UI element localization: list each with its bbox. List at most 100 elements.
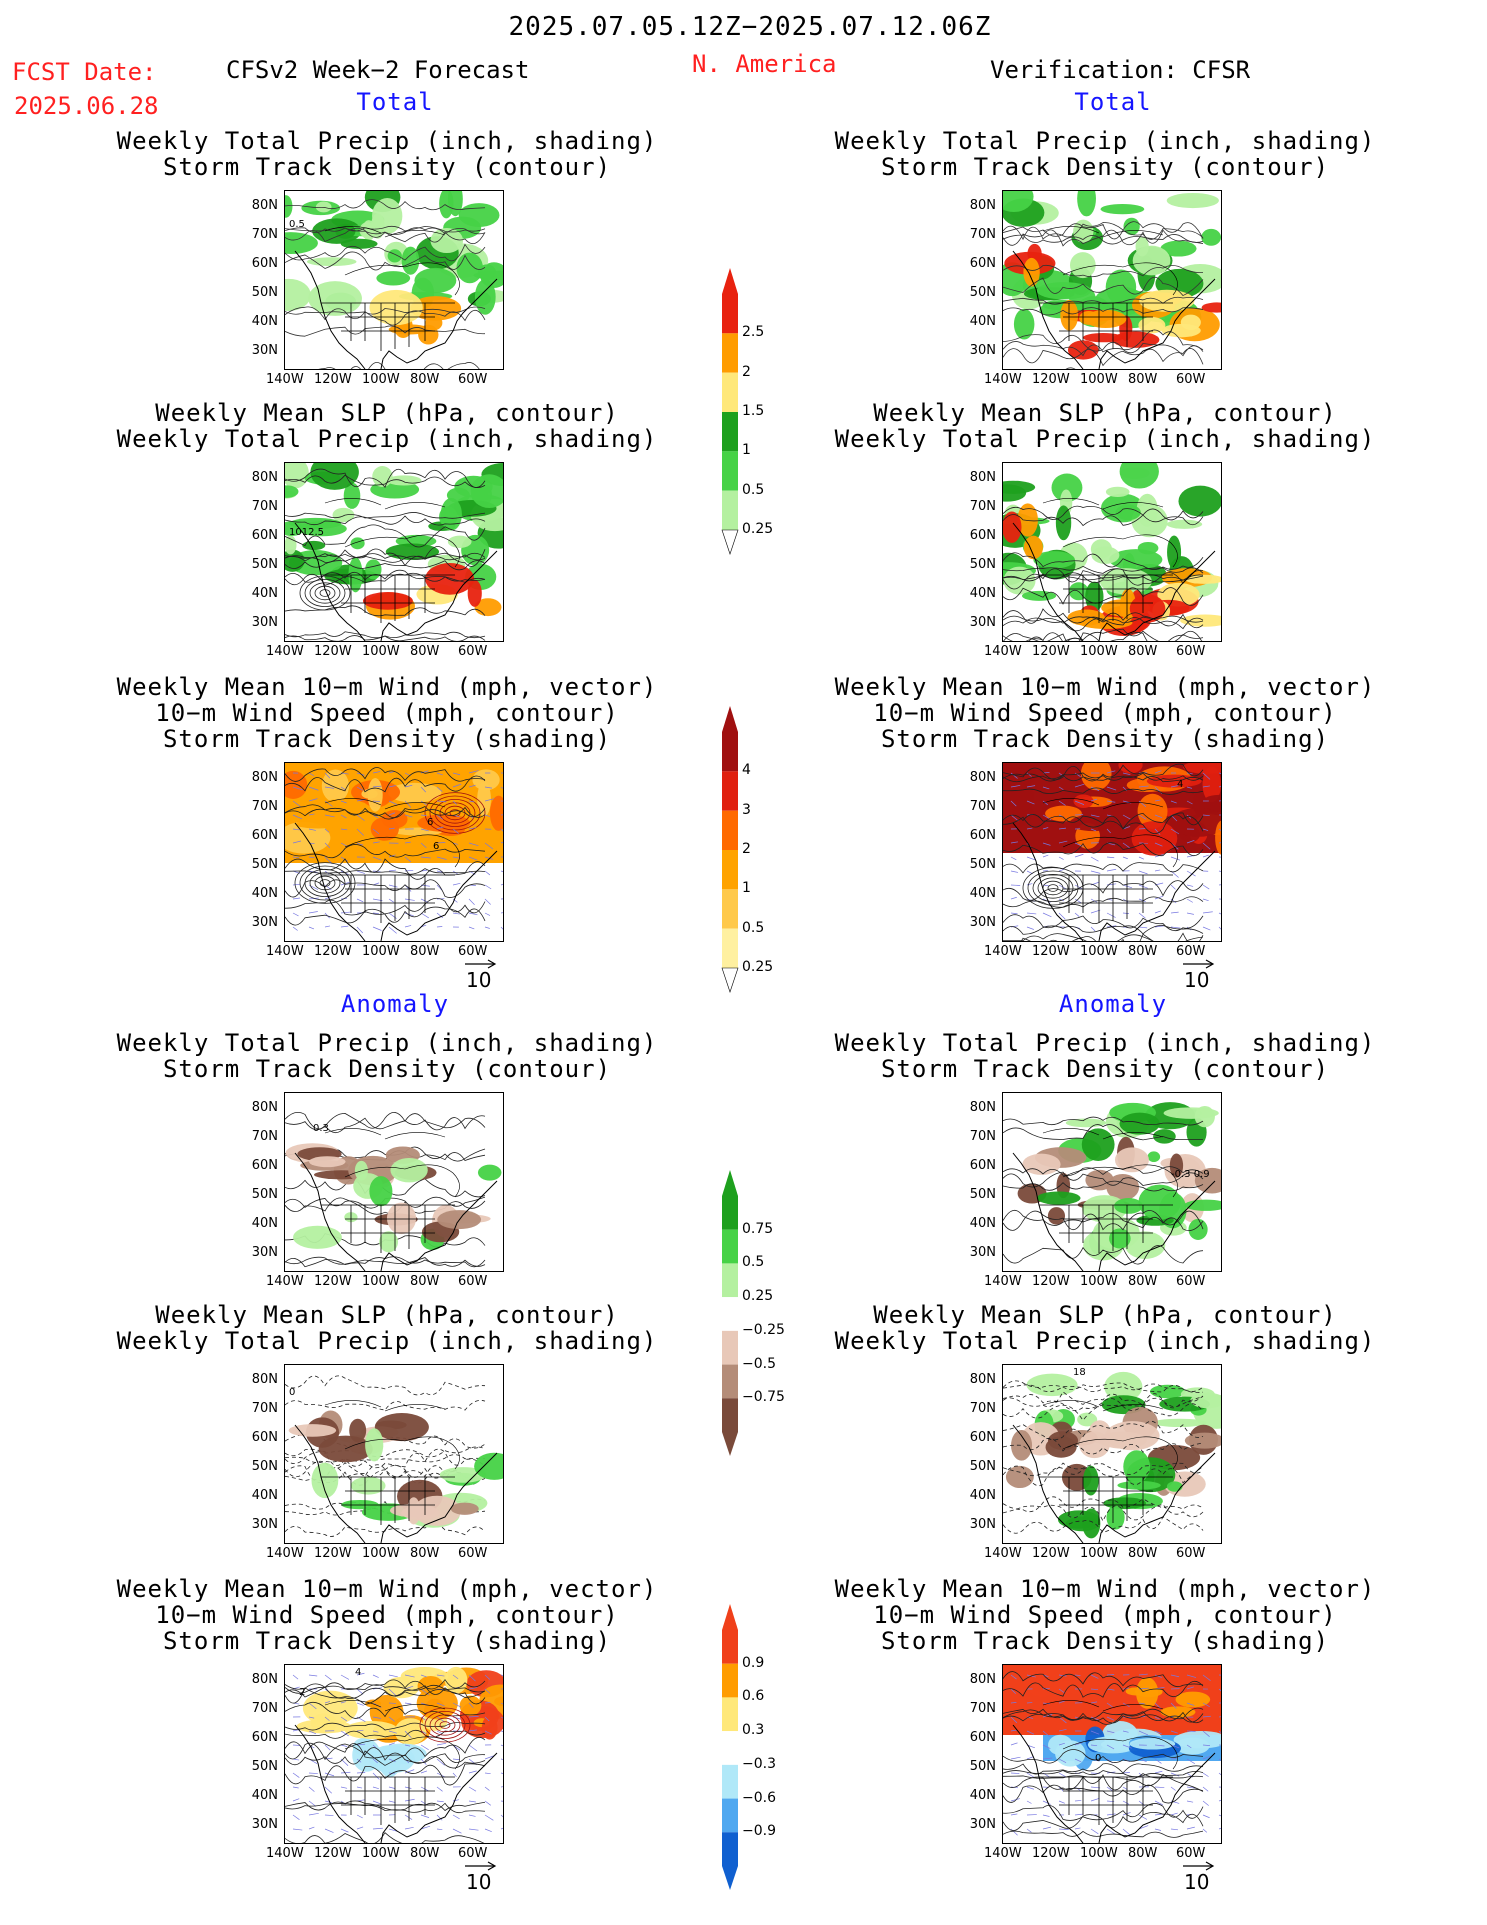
lon-tick-label: 60W: [1176, 644, 1206, 659]
lon-tick-label: 120W: [1032, 1274, 1070, 1289]
lat-tick-label: 80N: [969, 1372, 996, 1387]
colorbar-tick-label: 0.5: [742, 481, 765, 498]
title-p3-right-l3: Storm Track Density (shading): [880, 725, 1330, 753]
map-field: 0: [285, 1375, 503, 1543]
map-wind-track-verification: 4: [1002, 762, 1222, 942]
title-p3-right-l1: Weekly Mean 10−m Wind (mph, vector): [834, 673, 1376, 701]
colorbar-tick-label: 0.75: [742, 1220, 774, 1237]
svg-text:4: 4: [355, 1667, 361, 1678]
section-total-left: Total: [356, 88, 434, 116]
lat-tick-label: 80N: [969, 1100, 996, 1115]
section-anomaly-right: Anomaly: [1058, 990, 1168, 1018]
lon-tick-label: 100W: [1080, 644, 1118, 659]
vector-ref-p3-left: 10: [465, 959, 497, 992]
map-field: -0.3 0.9: [1003, 1102, 1221, 1271]
svg-text:-0.3 0.9: -0.3 0.9: [1171, 1169, 1210, 1180]
map-wind-track-anomaly-verification: 0: [1002, 1664, 1222, 1844]
lat-tick-label: 80N: [251, 1372, 278, 1387]
lat-tick-label: 40N: [251, 1488, 278, 1503]
colorbar-tick-label: −0.5: [742, 1355, 776, 1372]
lon-tick-label: 120W: [314, 1846, 352, 1861]
section-total-right: Total: [1074, 88, 1152, 116]
title-p3-right-l2: 10−m Wind Speed (mph, contour): [873, 699, 1337, 727]
date-range-title: 2025.07.05.12Z−2025.07.12.06Z: [508, 12, 992, 42]
lat-tick-label: 40N: [251, 586, 278, 601]
lat-tick-label: 30N: [969, 915, 996, 930]
lon-tick-label: 60W: [458, 372, 488, 387]
lat-tick-label: 60N: [251, 256, 278, 271]
lat-tick-label: 30N: [251, 1817, 278, 1832]
lon-tick-label: 80W: [410, 644, 440, 659]
lat-tick-label: 40N: [969, 1488, 996, 1503]
lat-tick-label: 30N: [969, 615, 996, 630]
vector-ref-label: 10: [466, 1870, 492, 1894]
map-field: 42: [285, 1666, 503, 1843]
lon-tick-label: 100W: [362, 1274, 400, 1289]
lat-tick-label: 30N: [251, 615, 278, 630]
lat-tick-label: 70N: [251, 227, 278, 242]
colorbar-tick-label: 2: [742, 841, 751, 857]
lat-tick-label: 80N: [251, 1672, 278, 1687]
title-p6-right-l3: Storm Track Density (shading): [880, 1627, 1330, 1655]
lat-tick-label: 50N: [969, 557, 996, 572]
vector-ref-label: 10: [1184, 1870, 1210, 1894]
title-p2-left-l1: Weekly Mean SLP (hPa, contour): [155, 399, 619, 427]
lon-tick-label: 120W: [314, 944, 352, 959]
lat-tick-label: 50N: [969, 857, 996, 872]
lat-tick-label: 60N: [969, 528, 996, 543]
colorbar-tick-label: 0.5: [742, 1254, 765, 1271]
colorbar-tick-label: 0.3: [742, 1722, 765, 1739]
title-p3-left-l1: Weekly Mean 10−m Wind (mph, vector): [116, 673, 658, 701]
lat-tick-label: 50N: [969, 1187, 996, 1202]
lat-tick-label: 70N: [251, 799, 278, 814]
svg-text:4: 4: [1177, 779, 1183, 790]
title-p4-right-l1: Weekly Total Precip (inch, shading): [834, 1029, 1376, 1057]
lat-tick-label: 80N: [251, 198, 278, 213]
lon-tick-label: 60W: [1176, 1546, 1206, 1561]
map-field: 66: [285, 763, 503, 941]
svg-text:18: 18: [1073, 1367, 1086, 1378]
vector-ref-p6-right: 10: [1183, 1861, 1215, 1894]
colorbar-tick-label: 1: [742, 880, 751, 897]
svg-text:0: 0: [1095, 1753, 1101, 1764]
lat-tick-label: 60N: [251, 1430, 278, 1445]
lat-tick-label: 30N: [969, 1245, 996, 1260]
lat-tick-label: 60N: [969, 1730, 996, 1745]
lon-tick-label: 60W: [458, 1846, 488, 1861]
lat-tick-label: 40N: [969, 886, 996, 901]
lon-tick-label: 140W: [984, 944, 1022, 959]
lon-tick-label: 80W: [410, 1546, 440, 1561]
colorbar-tick-label: 0.25: [742, 1288, 774, 1305]
lon-tick-label: 140W: [266, 644, 304, 659]
map-field: 4: [1003, 763, 1221, 941]
map-slp-precip-anomaly-forecast: 0: [284, 1364, 504, 1544]
lat-tick-label: 80N: [969, 198, 996, 213]
lat-tick-label: 70N: [251, 1129, 278, 1144]
lat-tick-label: 30N: [251, 343, 278, 358]
lat-tick-label: 50N: [251, 1759, 278, 1774]
title-p4-right-l2: Storm Track Density (contour): [880, 1055, 1330, 1083]
lon-tick-label: 100W: [362, 372, 400, 387]
lon-tick-label: 120W: [1032, 944, 1070, 959]
lat-tick-label: 70N: [969, 499, 996, 514]
colorbar-tick-label: 2.5: [742, 324, 765, 341]
lon-tick-label: 140W: [266, 372, 304, 387]
map-precip-track-verification: [1002, 190, 1222, 370]
lon-tick-label: 80W: [410, 944, 440, 959]
lat-tick-label: 40N: [251, 1788, 278, 1803]
colorbar-precip-total: 2.5 2 1.5 1 0.5 0.25: [718, 268, 808, 556]
map-slp-precip-anomaly-verification: 18: [1002, 1364, 1222, 1544]
svg-text:1012.5: 1012.5: [289, 527, 324, 538]
lon-tick-label: 100W: [1080, 944, 1118, 959]
lat-tick-label: 80N: [969, 1672, 996, 1687]
lon-tick-label: 140W: [984, 1274, 1022, 1289]
title-p1-right-l2: Storm Track Density (contour): [880, 153, 1330, 181]
colorbar-tick-label: −0.6: [742, 1789, 776, 1806]
colorbar-tick-label: −0.75: [742, 1389, 785, 1406]
title-p1-left-l1: Weekly Total Precip (inch, shading): [116, 127, 658, 155]
lon-tick-label: 140W: [984, 1846, 1022, 1861]
lat-tick-label: 70N: [969, 227, 996, 242]
lat-tick-label: 40N: [251, 886, 278, 901]
fcst-date-label: FCST Date:: [12, 58, 157, 86]
